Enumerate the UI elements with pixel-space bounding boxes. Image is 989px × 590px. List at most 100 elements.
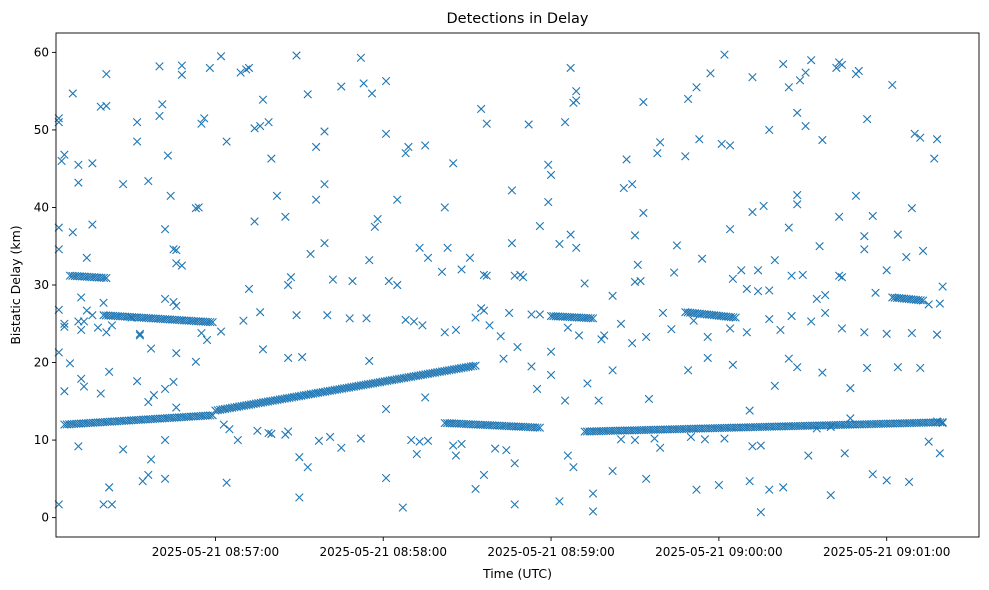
data-point — [801, 121, 810, 131]
data-point — [776, 325, 785, 335]
data-point — [832, 63, 841, 73]
data-point — [916, 296, 925, 305]
data-point — [737, 266, 746, 275]
data-point — [627, 180, 637, 189]
data-point — [367, 89, 377, 98]
data-point — [569, 463, 578, 472]
data-point — [82, 253, 91, 263]
data-point — [68, 228, 77, 237]
data-point — [320, 127, 329, 136]
data-point — [868, 470, 877, 479]
data-point — [580, 279, 589, 288]
data-point — [572, 86, 581, 96]
data-point — [423, 436, 433, 446]
data-point — [748, 207, 757, 217]
data-point — [759, 201, 768, 211]
data-point — [283, 280, 293, 290]
plot-frame — [55, 32, 980, 538]
data-point — [362, 314, 371, 323]
data-point — [622, 155, 631, 164]
data-point — [191, 204, 201, 213]
data-point — [765, 286, 774, 295]
data-point — [102, 328, 111, 337]
data-point — [779, 483, 788, 492]
data-point — [323, 311, 332, 320]
data-point — [753, 287, 763, 296]
data-point — [930, 154, 939, 163]
data-point — [172, 301, 181, 311]
data-point — [132, 376, 142, 386]
data-point — [608, 366, 617, 375]
data-point — [264, 428, 273, 438]
data-point — [616, 435, 626, 444]
data-point — [787, 271, 796, 280]
data-point — [720, 50, 729, 59]
data-point — [160, 224, 170, 234]
y-tick-label: 30 — [34, 278, 49, 292]
data-point — [703, 332, 712, 342]
data-point — [860, 231, 869, 241]
data-point — [281, 212, 290, 221]
data-point — [381, 473, 391, 483]
data-point — [99, 500, 108, 509]
data-point — [555, 239, 564, 249]
data-point — [563, 323, 573, 332]
data-point — [706, 69, 715, 78]
data-point — [407, 435, 416, 445]
data-point — [172, 259, 181, 268]
data-point — [572, 243, 581, 252]
data-point — [172, 245, 181, 255]
data-point — [356, 434, 366, 443]
data-point — [544, 160, 553, 170]
data-point — [882, 329, 891, 339]
data-point — [60, 387, 69, 396]
data-point — [544, 197, 553, 207]
data-point — [348, 276, 357, 286]
data-point — [96, 389, 105, 398]
data-point — [918, 296, 928, 305]
data-point — [155, 62, 164, 71]
data-point — [507, 186, 517, 195]
data-point — [546, 370, 556, 380]
data-point — [88, 159, 97, 168]
data-point — [448, 159, 458, 168]
data-point — [655, 443, 665, 453]
data-point — [837, 324, 847, 333]
data-point — [846, 383, 855, 393]
data-point — [200, 114, 209, 123]
data-point — [236, 68, 245, 77]
data-point — [496, 331, 505, 341]
y-tick-label: 10 — [34, 433, 49, 447]
data-point — [630, 277, 640, 287]
data-point — [356, 53, 366, 63]
data-point — [742, 328, 752, 337]
data-point — [365, 255, 374, 265]
data-point — [88, 311, 97, 320]
data-point — [683, 366, 693, 375]
data-point — [630, 231, 640, 240]
data-point — [76, 325, 86, 335]
data-point — [264, 117, 273, 127]
data-point — [303, 90, 312, 99]
data-point — [888, 80, 897, 90]
data-point — [479, 470, 489, 480]
data-point — [451, 451, 461, 460]
data-point — [107, 500, 117, 509]
data-point — [222, 137, 231, 146]
data-point — [423, 253, 433, 263]
data-point — [535, 310, 545, 319]
data-point — [681, 152, 690, 161]
data-point — [479, 306, 489, 315]
data-point — [902, 252, 911, 262]
data-point — [258, 345, 268, 354]
data-point — [518, 273, 528, 282]
data-point — [795, 76, 805, 85]
data-point — [812, 424, 821, 433]
data-point — [381, 129, 391, 138]
data-point — [76, 374, 86, 384]
data-point — [292, 51, 301, 60]
data-point — [574, 331, 584, 340]
data-point — [401, 148, 410, 158]
data-point — [907, 204, 917, 213]
data-point — [597, 335, 606, 344]
